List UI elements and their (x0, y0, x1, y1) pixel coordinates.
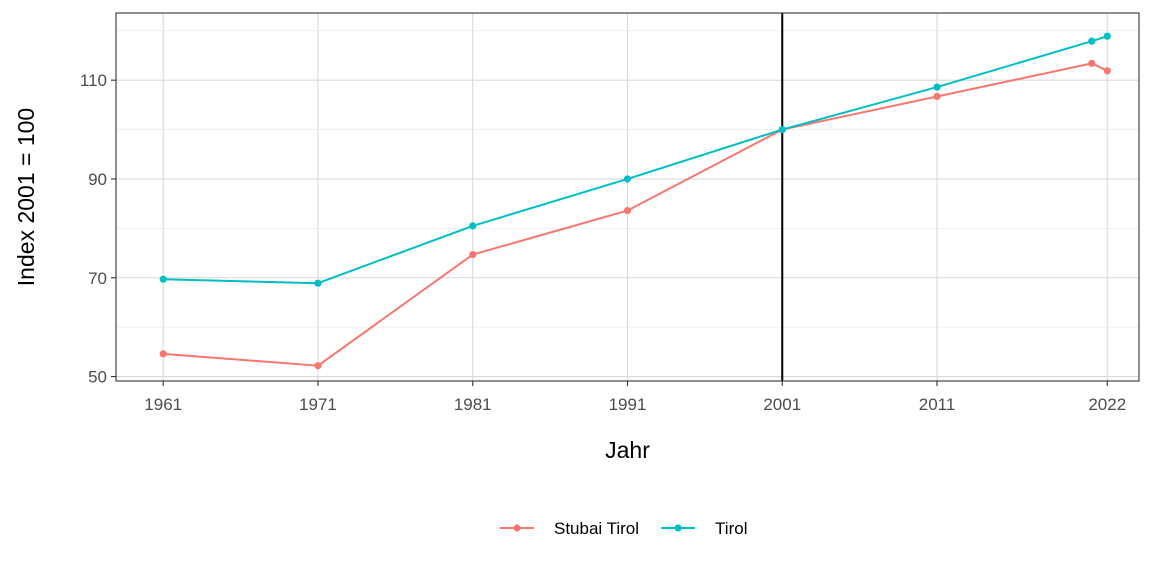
y-tick-label: 90 (88, 170, 107, 189)
data-point (1088, 59, 1096, 67)
data-point (159, 275, 167, 283)
x-axis-title: Jahr (605, 437, 650, 463)
data-point (1103, 67, 1111, 75)
data-point (933, 83, 941, 91)
y-tick-label: 50 (88, 368, 107, 387)
legend-key-point-0 (513, 524, 521, 532)
data-point (778, 125, 786, 134)
data-point (933, 92, 941, 101)
y-axis-title: Index 2001 = 100 (13, 108, 39, 286)
series-line-1 (163, 35, 1108, 285)
data-point (159, 350, 167, 358)
x-tick-label: 2001 (763, 395, 801, 414)
series-group (159, 32, 1111, 370)
x-tick-label: 1981 (454, 395, 492, 414)
data-point (469, 250, 477, 259)
legend-label-0: Stubai Tirol (554, 519, 639, 538)
legend-label-1: Tirol (715, 519, 747, 538)
legend-key-point-1 (674, 524, 682, 532)
x-tick-label: 1991 (609, 395, 647, 414)
data-point (623, 175, 632, 183)
x-tick-label: 2022 (1088, 395, 1126, 414)
x-tick-label: 1971 (299, 395, 337, 414)
legend: Stubai Tirol Tirol (500, 519, 747, 538)
data-point (469, 222, 477, 230)
data-point (623, 206, 632, 215)
data-point (314, 362, 322, 370)
axes: 50 70 90 110 1961 1971 1981 1991 2001 2011 2022 (80, 71, 1126, 414)
x-tick-label: 1961 (144, 395, 182, 414)
data-point (314, 279, 322, 287)
data-point (1088, 37, 1096, 45)
data-point (1103, 32, 1111, 40)
x-tick-label: 2011 (919, 395, 956, 414)
y-tick-label: 70 (88, 269, 107, 288)
series-line-0 (163, 62, 1108, 367)
y-tick-label: 110 (80, 71, 107, 90)
